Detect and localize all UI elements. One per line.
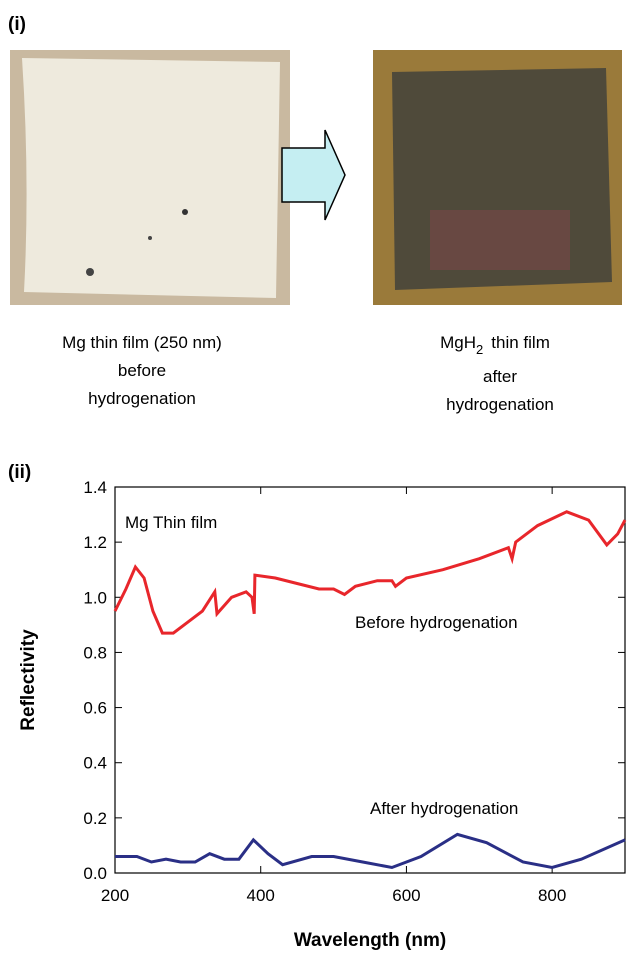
annotation: Mg Thin film (125, 513, 217, 532)
y-tick-label: 0.0 (83, 864, 107, 883)
tint (430, 210, 570, 270)
spot (86, 268, 94, 276)
formula: MgH (440, 333, 476, 352)
arrow (282, 130, 345, 220)
y-tick-label: 1.2 (83, 533, 107, 552)
caption: hydrogenation (88, 389, 196, 408)
y-tick-label: 0.4 (83, 754, 107, 773)
panel-label: (ii) (8, 462, 31, 483)
panel-label: (i) (8, 14, 26, 35)
x-tick-label: 800 (538, 886, 566, 905)
caption-rest: thin film (491, 333, 550, 352)
caption: hydrogenation (446, 395, 554, 414)
subscript: 2 (476, 342, 483, 357)
caption: after (483, 367, 517, 386)
y-tick-label: 0.6 (83, 699, 107, 718)
spot (182, 209, 188, 215)
caption: Mg thin film (250 nm) (62, 333, 222, 352)
y-tick-label: 1.4 (83, 478, 107, 497)
caption: before (118, 361, 166, 380)
series-label: After hydrogenation (370, 799, 518, 818)
caption: MgH2 thin film (440, 333, 550, 357)
y-axis-label: Reflectivity (18, 629, 39, 731)
spot (148, 236, 152, 240)
x-axis-label: Wavelength (nm) (294, 930, 446, 951)
page: (i) Mg thin film (250 nm) before hydroge… (0, 0, 627, 960)
series-line (115, 834, 625, 867)
series-label: Before hydrogenation (355, 613, 518, 632)
x-tick-label: 400 (247, 886, 275, 905)
y-tick-label: 1.0 (83, 588, 107, 607)
x-tick-label: 600 (392, 886, 420, 905)
y-tick-label: 0.2 (83, 809, 107, 828)
film-before (22, 58, 280, 298)
y-tick-label: 0.8 (83, 643, 107, 662)
x-tick-label: 200 (101, 886, 129, 905)
figure: (i) Mg thin film (250 nm) before hydroge… (0, 0, 627, 960)
